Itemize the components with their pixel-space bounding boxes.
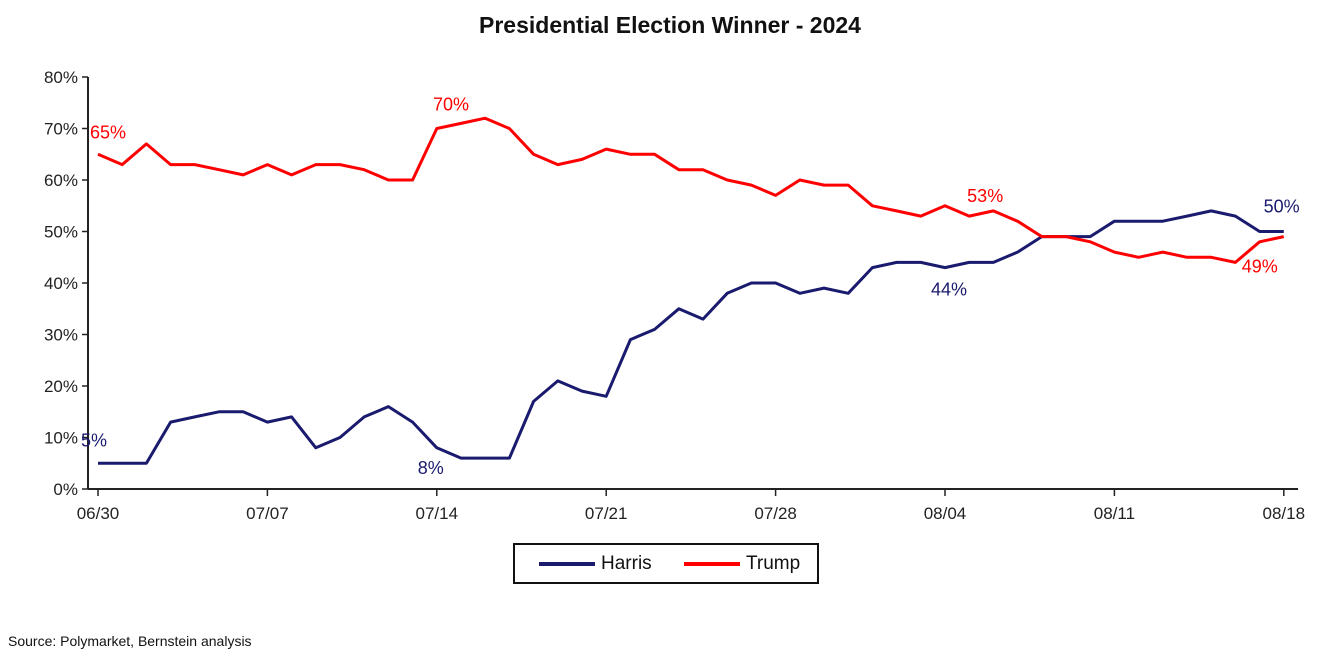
y-tick-label: 50% <box>44 223 78 242</box>
legend-swatch-harris <box>539 562 595 566</box>
axes: 0% 10% 20% 30% 40% 50% 60% 70% 80% 06/30 07/07 07/1… <box>44 68 1305 523</box>
data-label-harris: 8% <box>418 458 444 478</box>
series-line-harris <box>98 209 1284 465</box>
series-layer <box>97 116 1285 465</box>
legend-label-trump: Trump <box>746 553 801 574</box>
y-tick-label: 10% <box>44 429 78 448</box>
x-tick-label: 07/28 <box>754 504 797 523</box>
legend: Harris Trump <box>513 543 819 584</box>
x-tick-label: 07/07 <box>246 504 289 523</box>
y-tick-label: 0% <box>53 480 78 499</box>
data-label-harris: 44% <box>931 280 967 300</box>
y-tick-label: 20% <box>44 377 78 396</box>
legend-swatch-trump <box>684 562 740 566</box>
x-tick-label: 08/04 <box>924 504 967 523</box>
x-tick-label: 08/18 <box>1263 504 1306 523</box>
x-tick-label: 06/30 <box>77 504 120 523</box>
annotation-layer: 65% 70% 53% 49% 5% 8% 44% 50% <box>81 94 1300 477</box>
y-tick-label: 70% <box>44 120 78 139</box>
chart-title: Presidential Election Winner - 2024 <box>479 12 861 38</box>
y-tick-label: 60% <box>44 171 78 190</box>
y-tick-label: 80% <box>44 68 78 87</box>
y-tick-label: 30% <box>44 326 78 345</box>
x-tick-label: 07/14 <box>416 504 459 523</box>
legend-label-harris: Harris <box>601 553 652 574</box>
data-label-harris: 50% <box>1264 197 1300 217</box>
data-label-harris: 5% <box>81 430 107 450</box>
series-line-trump <box>97 116 1285 264</box>
data-label-trump: 70% <box>433 94 469 114</box>
x-tick-label: 08/11 <box>1094 504 1135 523</box>
data-label-trump: 65% <box>90 122 126 142</box>
data-label-trump: 49% <box>1242 257 1278 277</box>
data-label-trump: 53% <box>967 186 1003 206</box>
y-tick-label: 40% <box>44 274 78 293</box>
source-note: Source: Polymarket, Bernstein analysis <box>8 633 252 649</box>
legend-entry-trump: Trump <box>684 553 800 575</box>
x-tick-label: 07/21 <box>585 504 628 523</box>
legend-entry-harris: Harris <box>539 553 652 575</box>
